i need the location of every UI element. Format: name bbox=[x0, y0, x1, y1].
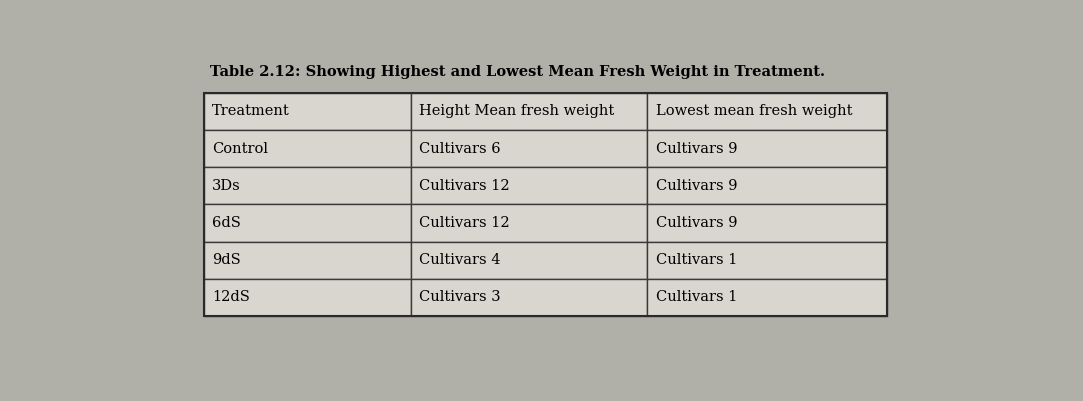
Text: 12dS: 12dS bbox=[212, 290, 250, 304]
Text: Control: Control bbox=[212, 142, 268, 156]
Text: Cultivars 6: Cultivars 6 bbox=[419, 142, 500, 156]
Bar bbox=[204, 242, 410, 279]
Bar bbox=[410, 205, 648, 242]
Text: Table 2.12: Showing Highest and Lowest Mean Fresh Weight in Treatment.: Table 2.12: Showing Highest and Lowest M… bbox=[210, 65, 825, 79]
Bar bbox=[410, 279, 648, 316]
Bar bbox=[204, 205, 410, 242]
Bar bbox=[204, 130, 410, 167]
Text: Cultivars 9: Cultivars 9 bbox=[655, 216, 738, 230]
Text: Lowest mean fresh weight: Lowest mean fresh weight bbox=[655, 104, 852, 118]
Text: Cultivars 1: Cultivars 1 bbox=[655, 290, 736, 304]
Bar bbox=[648, 130, 887, 167]
Bar bbox=[648, 279, 887, 316]
Bar bbox=[648, 205, 887, 242]
Text: Cultivars 12: Cultivars 12 bbox=[419, 216, 510, 230]
Bar bbox=[410, 242, 648, 279]
Bar bbox=[410, 130, 648, 167]
Text: Cultivars 3: Cultivars 3 bbox=[419, 290, 500, 304]
Text: Cultivars 4: Cultivars 4 bbox=[419, 253, 500, 267]
Text: Treatment: Treatment bbox=[212, 104, 290, 118]
Text: 6dS: 6dS bbox=[212, 216, 240, 230]
Text: Height Mean fresh weight: Height Mean fresh weight bbox=[419, 104, 614, 118]
Text: Cultivars 12: Cultivars 12 bbox=[419, 179, 510, 193]
Bar bbox=[204, 279, 410, 316]
Text: Cultivars 9: Cultivars 9 bbox=[655, 179, 738, 193]
Bar bbox=[204, 93, 887, 316]
Text: Cultivars 1: Cultivars 1 bbox=[655, 253, 736, 267]
Bar bbox=[204, 93, 410, 130]
Text: Cultivars 9: Cultivars 9 bbox=[655, 142, 738, 156]
Bar bbox=[648, 93, 887, 130]
Bar bbox=[648, 167, 887, 205]
Bar bbox=[410, 93, 648, 130]
Text: 9dS: 9dS bbox=[212, 253, 240, 267]
Bar bbox=[410, 167, 648, 205]
Bar bbox=[648, 242, 887, 279]
Bar bbox=[204, 167, 410, 205]
Text: 3Ds: 3Ds bbox=[212, 179, 240, 193]
